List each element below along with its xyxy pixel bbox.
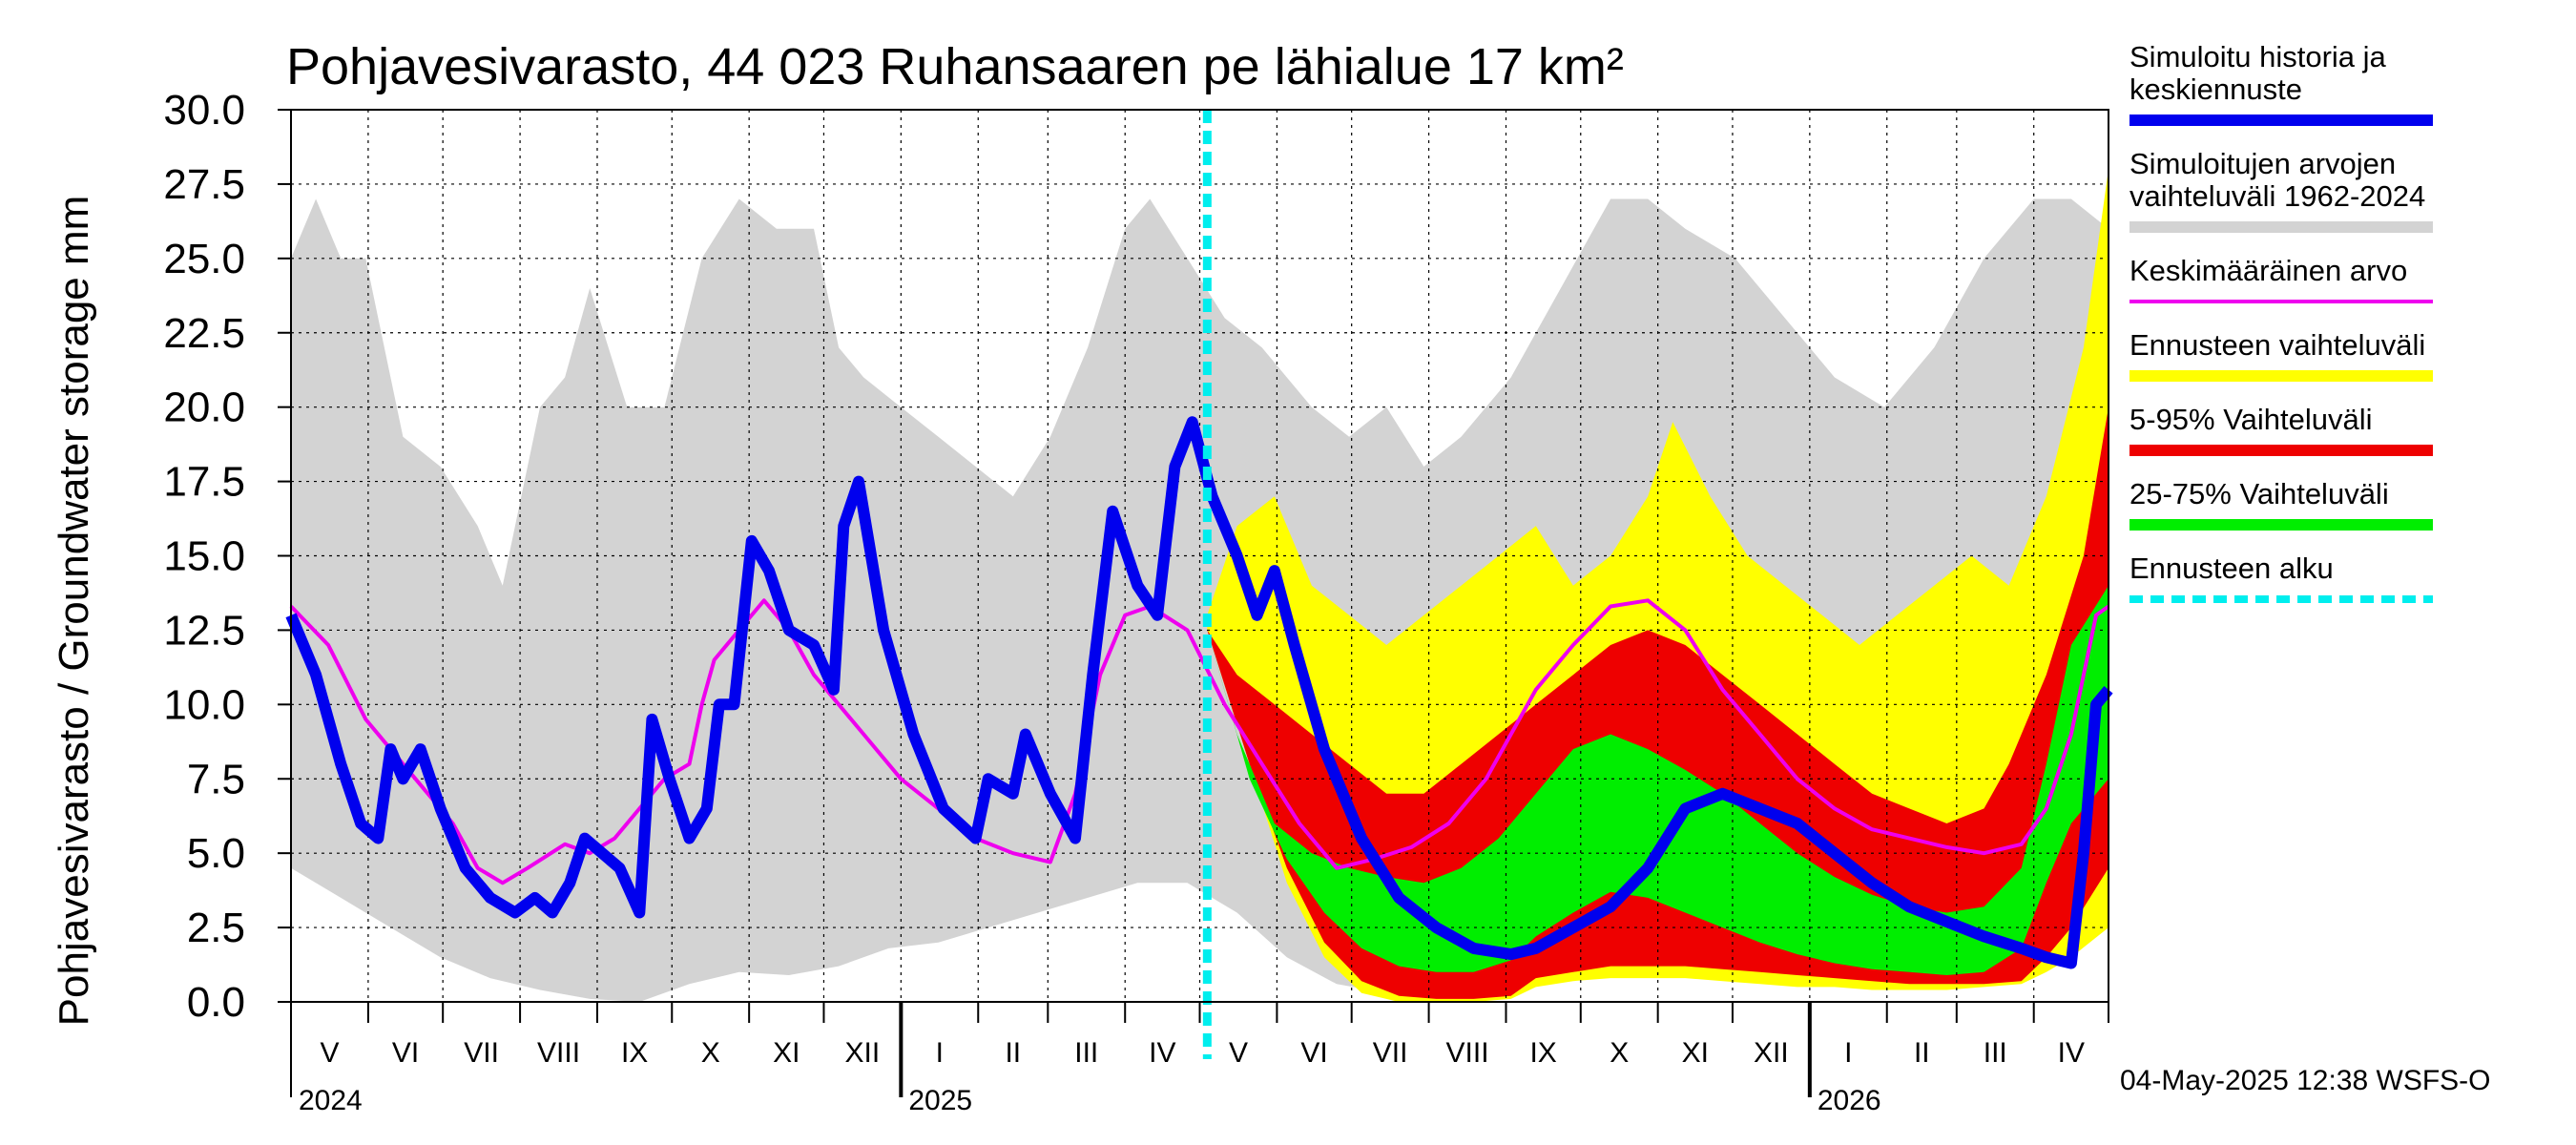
y-tick-label: 0.0 — [187, 979, 245, 1026]
month-label: VII — [1373, 1037, 1408, 1069]
y-tick-label: 2.5 — [187, 905, 245, 951]
y-tick-label: 22.5 — [163, 310, 245, 357]
month-label: II — [1005, 1037, 1021, 1069]
y-tick-label: 27.5 — [163, 161, 245, 208]
legend-item: 5-95% Vaihteluväli — [2129, 403, 2433, 456]
legend-item: 25-75% Vaihteluväli — [2129, 477, 2433, 531]
month-label: XII — [845, 1037, 881, 1069]
footer-timestamp: 04-May-2025 12:38 WSFS-O — [2120, 1065, 2491, 1096]
grid — [291, 110, 2109, 1002]
month-label: VI — [1300, 1037, 1327, 1069]
y-tick-label: 7.5 — [187, 756, 245, 802]
p5-95-band — [1207, 406, 2109, 999]
legend-label: 25-75% Vaihteluväli — [2129, 477, 2389, 510]
month-label: IX — [621, 1037, 648, 1069]
legend: Simuloitu historia jakeskiennusteSimuloi… — [2129, 40, 2433, 603]
month-label: VIII — [537, 1037, 580, 1069]
month-label: IV — [2058, 1037, 2085, 1069]
year-label: 2025 — [908, 1085, 972, 1116]
month-label: X — [701, 1037, 720, 1069]
month-label: III — [1074, 1037, 1098, 1069]
legend-label: Ennusteen vaihteluväli — [2129, 328, 2425, 362]
y-axis-label: Pohjavesivarasto / Groundwater storage m… — [51, 196, 97, 1027]
legend-label: keskiennuste — [2129, 73, 2302, 106]
month-label: VIII — [1446, 1037, 1489, 1069]
y-tick-label: 20.0 — [163, 385, 245, 431]
month-label: IV — [1149, 1037, 1175, 1069]
month-label: III — [1984, 1037, 2007, 1069]
month-label: I — [1844, 1037, 1852, 1069]
y-tick-label: 5.0 — [187, 830, 245, 877]
legend-item: Keskimääräinen arvo — [2129, 254, 2433, 303]
month-label: II — [1914, 1037, 1930, 1069]
legend-label: Simuloitu historia ja — [2129, 40, 2387, 73]
y-tick-label: 25.0 — [163, 236, 245, 282]
y-tick-label: 12.5 — [163, 607, 245, 654]
month-label: XI — [1682, 1037, 1709, 1069]
month-label: XII — [1754, 1037, 1789, 1069]
y-tick-label: 30.0 — [163, 87, 245, 134]
legend-item: Ennusteen alku — [2129, 552, 2433, 603]
axes: 0.0 2.5 5.0 7.5 10.0 12.5 15.0 17.5 20.0 22.5 25.0… — [163, 87, 2109, 1116]
month-label: XI — [773, 1037, 800, 1069]
y-tick-label: 10.0 — [163, 681, 245, 728]
month-label: VI — [392, 1037, 419, 1069]
month-label: VII — [464, 1037, 499, 1069]
p25-75-band — [1207, 585, 2109, 975]
chart-title: Pohjavesivarasto, 44 023 Ruhansaaren pe … — [286, 38, 1624, 95]
month-label: V — [320, 1037, 339, 1069]
month-label: V — [1229, 1037, 1248, 1069]
legend-label: Keskimääräinen arvo — [2129, 254, 2407, 287]
y-tick-label: 17.5 — [163, 459, 245, 506]
legend-label: vaihteluväli 1962-2024 — [2129, 179, 2425, 213]
plot-area — [285, 110, 2113, 1059]
month-label: IX — [1529, 1037, 1556, 1069]
legend-item: Ennusteen vaihteluväli — [2129, 328, 2433, 382]
month-label: X — [1610, 1037, 1629, 1069]
simulated-line — [285, 416, 2113, 969]
legend-label: Ennusteen alku — [2129, 552, 2334, 585]
legend-label: Simuloitujen arvojen — [2129, 147, 2396, 180]
year-label: 2026 — [1818, 1085, 1881, 1116]
legend-label: 5-95% Vaihteluväli — [2129, 403, 2372, 436]
month-label: I — [936, 1037, 944, 1069]
year-label: 2024 — [299, 1085, 363, 1116]
y-tick-label: 15.0 — [163, 533, 245, 580]
mean-line — [289, 598, 2110, 885]
